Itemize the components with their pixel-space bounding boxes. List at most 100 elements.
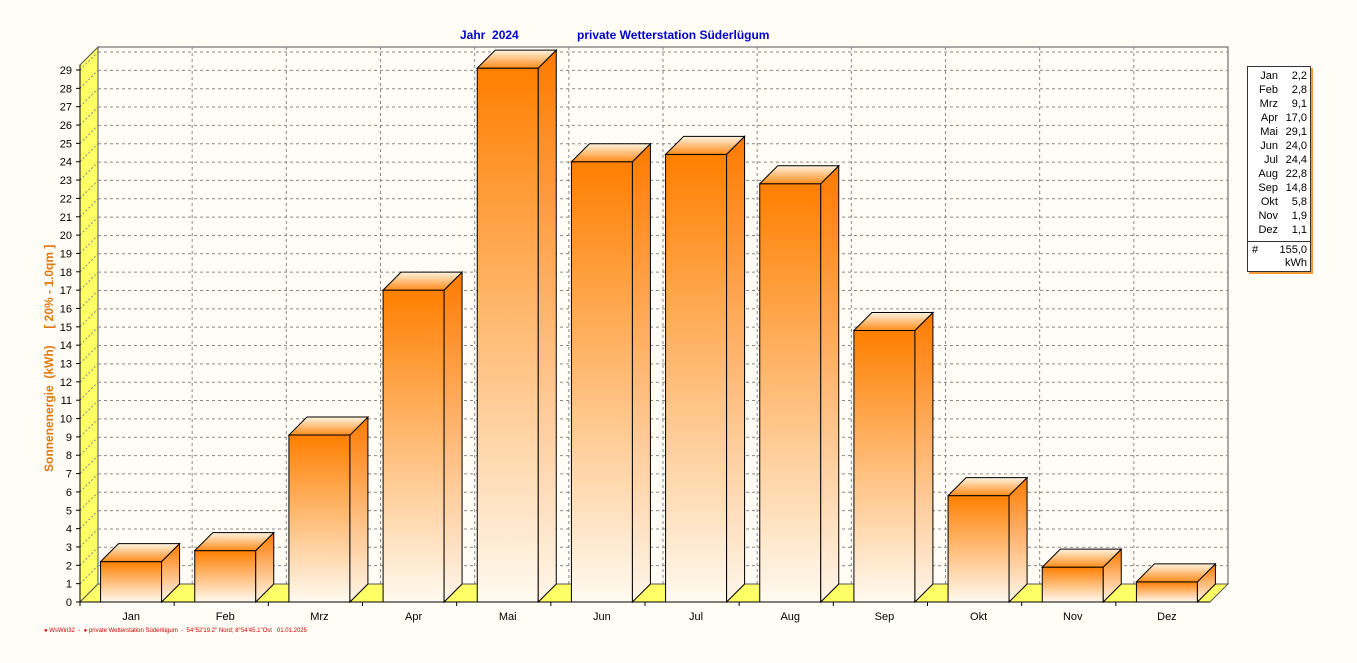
y-tick-label: 27	[60, 102, 72, 114]
y-tick-label: 21	[60, 212, 72, 224]
bar-front	[759, 183, 822, 603]
bar-front	[382, 289, 445, 603]
left-wall	[79, 45, 99, 604]
x-tick-label: Mrz	[310, 611, 328, 623]
x-tick-label: Jul	[689, 611, 703, 623]
bar-front	[476, 67, 539, 603]
x-tick-label: Aug	[780, 611, 800, 623]
legend-month: Mai	[1260, 126, 1278, 138]
bar-top	[758, 165, 840, 185]
legend-divider	[1248, 241, 1310, 242]
legend-value: 2,2	[1291, 70, 1307, 82]
y-tick-label: 22	[60, 193, 72, 205]
bar-front	[100, 561, 163, 603]
value-legend: Jan 2,2 Feb 2,8 Mrz 9,1 Apr 17,0 Mai 29,1 Jun 24,0 J…	[1247, 66, 1311, 272]
bar-front	[194, 550, 257, 603]
legend-total-symbol: #	[1251, 244, 1259, 256]
bar-side	[349, 415, 369, 604]
bar-side	[631, 142, 651, 604]
legend-month: Jan	[1260, 70, 1278, 82]
legend-row: Apr 17,0	[1248, 111, 1310, 125]
bar-top	[476, 49, 558, 69]
bar-top	[852, 311, 935, 331]
legend-total-row: # 155,0	[1248, 244, 1310, 257]
y-tick-label: 9	[66, 432, 72, 444]
legend-value: 9,1	[1291, 98, 1307, 110]
gridline-diag	[79, 546, 99, 566]
legend-row: Nov 1,9	[1248, 209, 1310, 223]
bar-front	[1135, 581, 1198, 603]
gridline-diag	[79, 51, 99, 71]
y-tick-label: 24	[60, 157, 72, 169]
legend-month: Okt	[1260, 196, 1278, 208]
bar-side	[726, 135, 746, 604]
bar-side	[820, 164, 840, 604]
gridline-diag	[79, 69, 99, 89]
bar-front	[665, 153, 728, 603]
gridline-diag	[79, 180, 99, 199]
legend-value: 2,8	[1291, 84, 1307, 96]
bar-top	[287, 416, 370, 436]
gridline-diag	[79, 400, 99, 419]
chart-title-year: Jahr 2024	[460, 28, 519, 42]
legend-row: Sep 14,8	[1248, 181, 1310, 195]
bar-front	[570, 161, 633, 603]
gridline-diag	[79, 491, 99, 511]
legend-month: Dez	[1258, 224, 1278, 236]
y-tick-label: 4	[66, 524, 72, 536]
gridline-diag	[79, 510, 99, 529]
gridline-diag	[79, 565, 99, 585]
bar-top	[570, 143, 652, 163]
y-tick-label: 3	[66, 542, 72, 554]
bar-top	[946, 477, 1029, 497]
legend-total-value: 155,0	[1279, 244, 1307, 256]
legend-row: Jan 2,2	[1248, 69, 1310, 83]
x-tick-label: Feb	[216, 611, 235, 623]
x-tick-label: Sep	[875, 611, 895, 623]
gridline-diag	[79, 198, 99, 218]
legend-unit: kWh	[1285, 257, 1307, 269]
legend-row: Jun 24,0	[1248, 139, 1310, 153]
y-tick-label: 12	[60, 377, 72, 389]
bar-front	[1041, 566, 1104, 603]
gridline-diag	[79, 455, 99, 474]
legend-value: 24,4	[1285, 154, 1307, 166]
y-tick-label: 20	[60, 230, 72, 242]
legend-month: Aug	[1258, 168, 1278, 180]
legend-value: 1,9	[1291, 210, 1307, 222]
legend-row: Jul 24,4	[1248, 153, 1310, 167]
y-tick-label: 18	[60, 267, 72, 279]
y-tick-label: 19	[60, 248, 72, 260]
y-tick-label: 25	[60, 138, 72, 150]
legend-row: Mai 29,1	[1248, 125, 1310, 139]
y-tick-label: 6	[66, 487, 72, 499]
bar-side	[914, 311, 934, 604]
legend-value: 17,0	[1285, 112, 1307, 124]
legend-row: Okt 5,8	[1248, 195, 1310, 209]
gridline-diag	[79, 235, 99, 254]
bar-front	[288, 434, 351, 603]
y-tick-label: 10	[60, 414, 72, 426]
bar-top	[1135, 563, 1217, 583]
legend-value: 1,1	[1291, 224, 1307, 236]
gridline-diag	[79, 143, 99, 163]
bar-top	[1041, 548, 1123, 568]
footer-credit: ● WsWin32 - ● private Wetterstation Süde…	[44, 628, 307, 634]
legend-value: 5,8	[1291, 196, 1307, 208]
gridline-diag	[79, 308, 99, 328]
y-tick-label: 7	[66, 469, 72, 481]
y-tick-label: 29	[60, 65, 72, 77]
y-tick-label: 15	[60, 322, 72, 334]
y-tick-label: 28	[60, 83, 72, 95]
gridline-diag	[79, 88, 99, 108]
gridline-diag	[79, 216, 99, 236]
y-tick-label: 0	[66, 597, 72, 609]
y-tick-label: 5	[66, 505, 72, 517]
x-tick-label: Jun	[593, 611, 611, 623]
gridline-diag	[79, 125, 99, 144]
bar-top	[381, 271, 464, 291]
legend-month: Mrz	[1259, 98, 1278, 110]
legend-month: Sep	[1258, 182, 1278, 194]
back-wall	[97, 46, 1229, 585]
legend-value: 29,1	[1285, 126, 1307, 138]
